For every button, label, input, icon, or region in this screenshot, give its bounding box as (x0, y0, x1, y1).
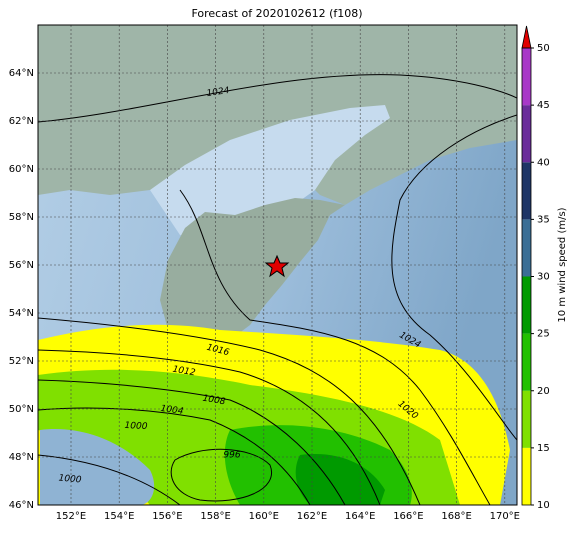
colorbar-segment (522, 447, 531, 505)
colorbar-tick-label: 50 (537, 43, 550, 54)
contour-label: 1004 (160, 404, 184, 417)
colorbar-tick-label: 30 (537, 272, 550, 283)
colorbar-extend (521, 25, 532, 49)
mainland (38, 25, 517, 205)
peninsula (160, 198, 345, 350)
contour-label: 1024 (206, 86, 230, 99)
colorbar-segment (522, 48, 531, 106)
colorbar-segment (522, 219, 531, 277)
lat-label: 54°N (9, 308, 34, 319)
colorbar-tick-label: 20 (537, 386, 550, 397)
lon-label: 156°E (152, 511, 182, 522)
lon-label: 170°E (490, 511, 520, 522)
colorbar-segment (522, 162, 531, 220)
lon-label: 166°E (393, 511, 423, 522)
colorbar-tick-label: 35 (537, 214, 550, 225)
lat-label: 64°N (9, 68, 34, 79)
map-title: Forecast of 2020102612 (f108) (191, 7, 362, 20)
colorbar-segment (522, 390, 531, 448)
colorbar-label: 10 m wind speed (m/s) (557, 207, 568, 322)
lon-label: 160°E (249, 511, 279, 522)
contour-label: 996 (223, 451, 240, 461)
colorbar-segment (522, 105, 531, 163)
wind-area (295, 454, 385, 505)
contour-label: 1000 (124, 421, 148, 432)
graticule (38, 25, 517, 505)
lon-label: 168°E (441, 511, 471, 522)
lon-label: 164°E (345, 511, 375, 522)
bay (150, 105, 390, 240)
lon-label: 158°E (200, 511, 230, 522)
calm-area (40, 429, 155, 505)
map (38, 25, 517, 505)
colorbar-segment (522, 276, 531, 334)
colorbar-tick-label: 40 (537, 157, 550, 168)
map-frame (37, 24, 518, 506)
colorbar-segment (522, 333, 531, 391)
contour-label: 1008 (202, 394, 227, 408)
lat-label: 50°N (9, 404, 34, 415)
lat-label: 48°N (9, 452, 34, 463)
lat-label: 58°N (9, 212, 34, 223)
lat-label: 46°N (9, 500, 34, 511)
lat-label: 62°N (9, 116, 34, 127)
lon-label: 152°E (56, 511, 86, 522)
lon-label: 154°E (104, 511, 134, 522)
lat-label: 60°N (9, 164, 34, 175)
colorbar-tick-label: 15 (537, 443, 550, 454)
lat-label: 56°N (9, 260, 34, 271)
colorbar-tick-label: 25 (537, 329, 550, 340)
contour-label: 1000 (58, 474, 82, 486)
colorbar-tick-label: 10 (537, 500, 550, 511)
location-star (264, 254, 290, 278)
lon-label: 162°E (297, 511, 327, 522)
colorbar-tick-label: 45 (537, 100, 550, 111)
lat-label: 52°N (9, 356, 34, 367)
contour-label: 1012 (172, 365, 197, 379)
